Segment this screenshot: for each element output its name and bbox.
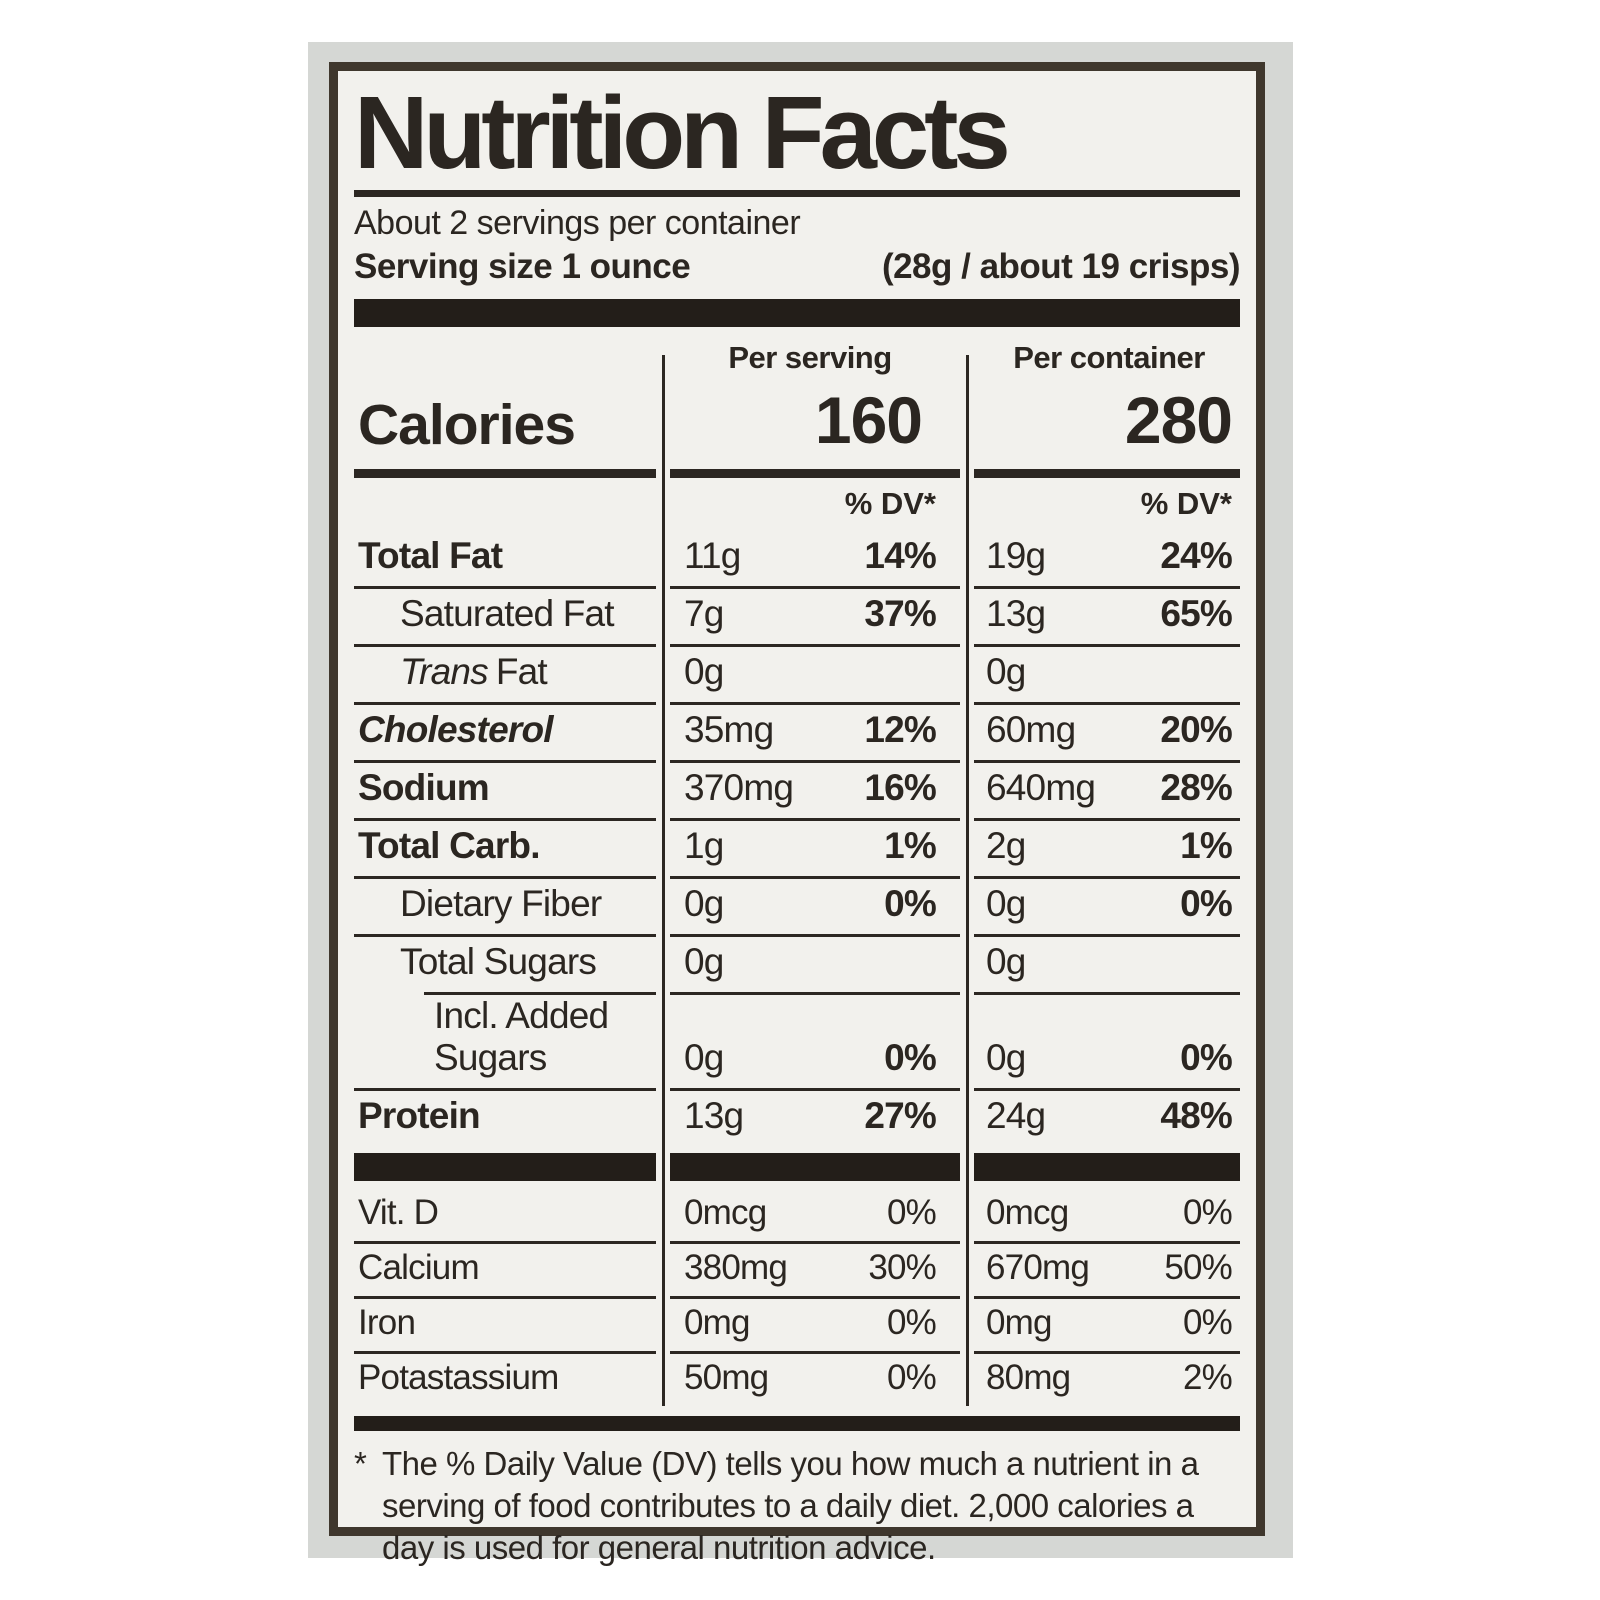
nutrient-name: Total Carb. <box>358 824 541 866</box>
nutrition-facts-label: Nutrition Facts About 2 servings per con… <box>329 62 1265 1566</box>
calories-rule <box>354 468 656 478</box>
nutrition-table: Per serving Per container Calories 160 2… <box>354 329 1240 1406</box>
dv-footnote: * The % Daily Value (DV) tells you how mu… <box>354 1444 1199 1566</box>
nutrient-name: Calcium <box>358 1247 480 1287</box>
nutrient-name: Dietary Fiber <box>400 882 602 924</box>
nutrient-name: Total Sugars <box>400 940 597 982</box>
nutrient-name: Saturated Fat <box>400 592 615 634</box>
label-title: Nutrition Facts <box>354 75 1011 190</box>
calories-per-serving: 160 <box>814 382 923 457</box>
separator-bar-bottom <box>354 1415 1240 1431</box>
servings-per-container: About 2 servings per container <box>354 204 801 243</box>
nutrient-name: Protein <box>358 1094 481 1136</box>
footnote-asterisk: * <box>354 1444 367 1482</box>
nutrient-name: Sodium <box>358 766 490 808</box>
nutrient-name: Trans Fat <box>400 650 548 692</box>
nutrient-name: Vit. D <box>358 1192 439 1232</box>
calories-label: Calories <box>358 392 576 457</box>
per-container-header: Per container <box>1013 339 1205 375</box>
dv-header-serving: % DV* <box>844 485 936 521</box>
nutrient-name: Total Fat <box>358 534 503 576</box>
nutrient-name: Incl. Added Sugars <box>434 994 609 1078</box>
package-photo-background: Nutrition Facts About 2 servings per con… <box>308 42 1293 1566</box>
dv-header-container: % DV* <box>1140 485 1232 521</box>
per-serving-header: Per serving <box>728 339 892 375</box>
calories-per-container: 280 <box>1124 382 1233 457</box>
serving-size: Serving size 1 ounce <box>354 246 691 286</box>
column-divider-2 <box>966 354 969 1406</box>
nutrient-name: Iron <box>358 1302 416 1342</box>
separator-bar-middle <box>354 1153 656 1181</box>
nutrient-name: Potastassium <box>358 1357 559 1397</box>
separator-bar-top <box>354 298 1240 327</box>
title-rule <box>354 190 1240 198</box>
nutrient-name: Cholesterol <box>358 708 554 750</box>
column-divider-1 <box>662 354 665 1406</box>
serving-size-line: Serving size 1 ounce (28g / about 19 cri… <box>354 246 1241 287</box>
serving-size-detail: (28g / about 19 crisps) <box>881 246 1241 286</box>
